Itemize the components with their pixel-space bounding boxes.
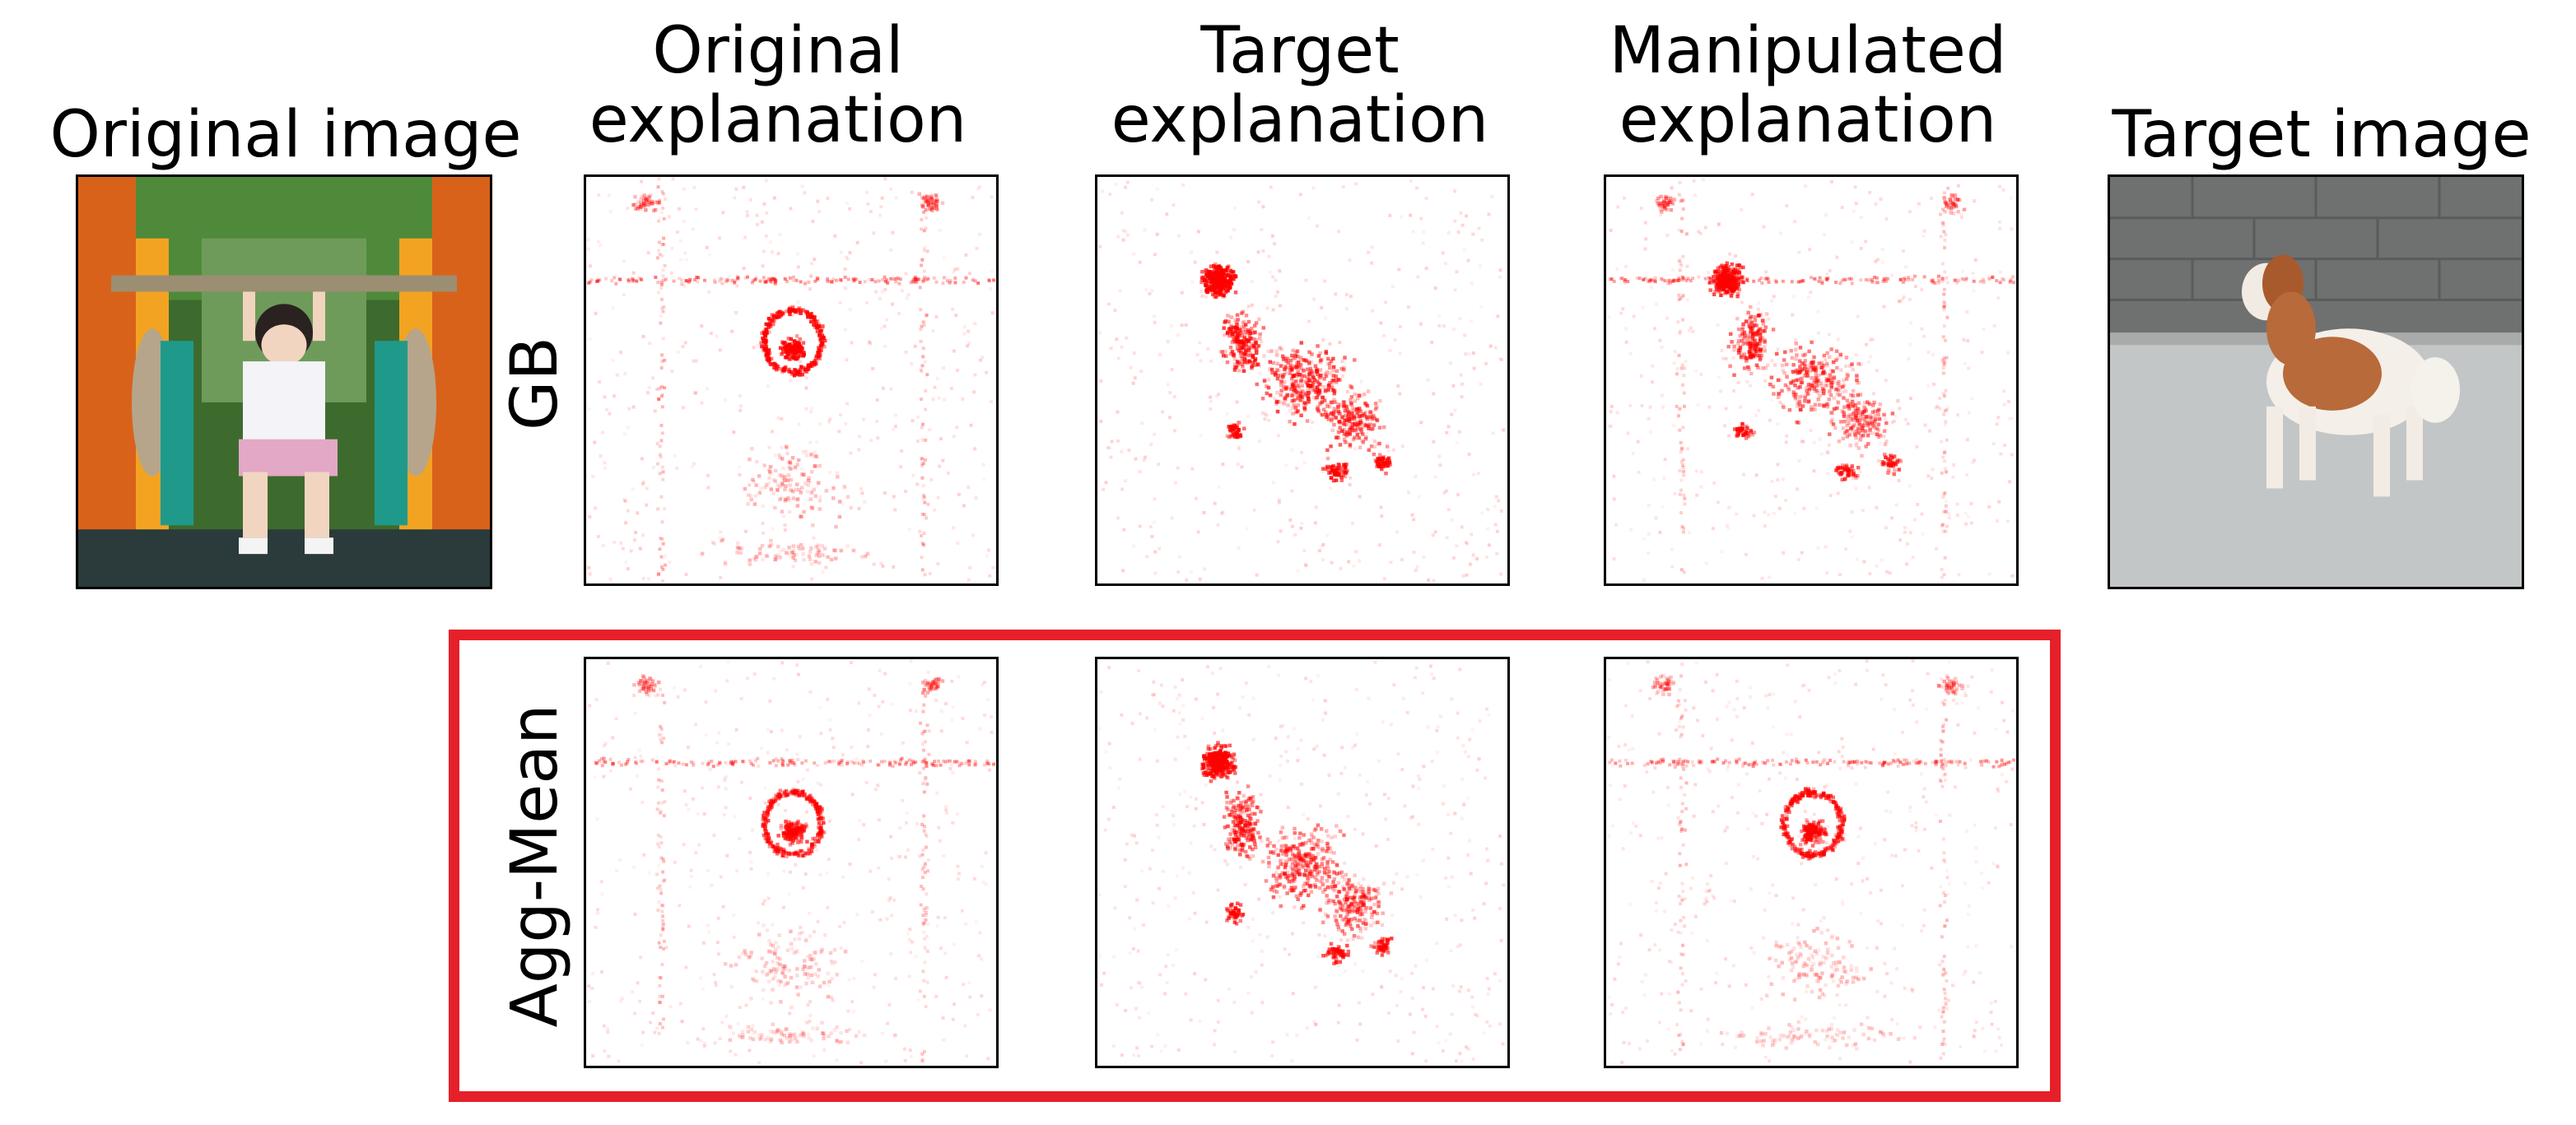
original-image-photo xyxy=(76,174,492,589)
agg-mean-highlight-box xyxy=(449,630,2061,1102)
gb-original-explanation-heatmap xyxy=(584,174,999,586)
row-label-gb: GB xyxy=(498,337,572,430)
column-title-manipulated-explanation: Manipulated explanation xyxy=(1609,14,2007,157)
agg-mean-target-explanation-heatmap xyxy=(1095,657,1510,1068)
target-image-photo xyxy=(2108,174,2524,589)
column-title-original-explanation: Original explanation xyxy=(589,14,967,157)
gb-manipulated-explanation-heatmap xyxy=(1604,174,2019,586)
agg-mean-original-explanation-heatmap xyxy=(584,657,999,1068)
agg-mean-manipulated-explanation-heatmap xyxy=(1604,657,2019,1068)
column-title-target-image: Target image xyxy=(2112,98,2532,172)
column-title-target-explanation: Target explanation xyxy=(1111,14,1489,157)
gb-target-explanation-heatmap xyxy=(1095,174,1510,586)
column-title-original-image: Original image xyxy=(49,98,522,172)
